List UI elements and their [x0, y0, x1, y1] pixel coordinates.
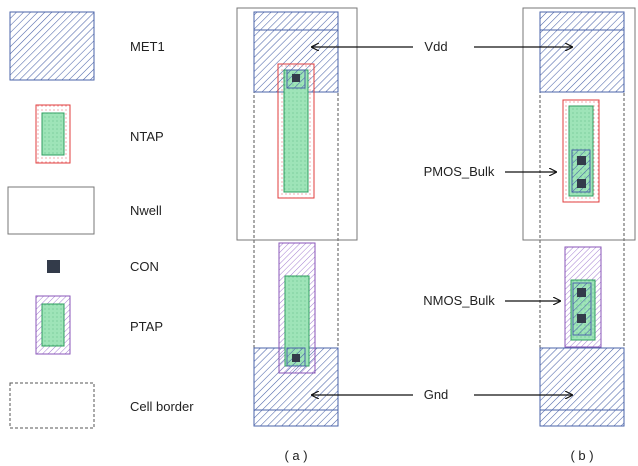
contact-ntap-b-2	[577, 179, 586, 188]
ntap-a	[277, 63, 315, 199]
vdd-label: Vdd	[424, 39, 447, 54]
annotations: Vdd Gnd PMOS_Bulk NMOS_Bulk	[312, 39, 572, 402]
legend-item-con: CON	[47, 259, 159, 274]
legend-label-con: CON	[130, 259, 159, 274]
legend: MET1 NTAP Nwell CON PTAP Cell border	[7, 11, 194, 429]
subfigure-b: ( b )	[522, 7, 636, 463]
pmos-bulk-label: PMOS_Bulk	[424, 164, 495, 179]
nmos-bulk-label: NMOS_Bulk	[423, 293, 495, 308]
met1-gnd-rail-a	[253, 347, 339, 427]
met1-vdd-rail-b	[539, 11, 625, 93]
legend-label-cell-border: Cell border	[130, 399, 194, 414]
contact-ptap-b-1	[577, 288, 586, 297]
contact-ptap-b-2	[577, 314, 586, 323]
legend-item-ptap: PTAP	[35, 295, 163, 355]
legend-item-met1: MET1	[9, 11, 165, 81]
met1-swatch	[9, 11, 95, 81]
ntap-diffusion-texture-a	[284, 70, 308, 192]
contact-swatch	[47, 260, 60, 273]
legend-item-nwell: Nwell	[7, 186, 162, 235]
nwell-a	[236, 7, 358, 241]
nwell-b	[522, 7, 636, 241]
legend-label-nwell: Nwell	[130, 203, 162, 218]
contact-ntap-b-1	[577, 156, 586, 165]
met1-gnd-rail-b	[539, 347, 625, 427]
nwell-swatch	[7, 186, 95, 235]
ptap-diffusion-texture	[42, 304, 64, 346]
legend-label-met1: MET1	[130, 39, 165, 54]
ntap-b	[562, 99, 600, 203]
gnd-label: Gnd	[424, 387, 449, 402]
ptap-a	[278, 242, 316, 374]
legend-label-ntap: NTAP	[130, 129, 164, 144]
caption-a: ( a )	[284, 448, 307, 463]
legend-item-ntap: NTAP	[35, 104, 164, 164]
ntap-diffusion-texture	[42, 113, 64, 155]
legend-label-ptap: PTAP	[130, 319, 163, 334]
caption-b: ( b )	[570, 448, 593, 463]
contact-ntap-a	[292, 74, 300, 82]
ptap-b	[564, 246, 602, 348]
subfigure-a: ( a )	[236, 7, 358, 463]
cell-border-swatch	[9, 382, 95, 429]
legend-item-cell-border: Cell border	[9, 382, 194, 429]
contact-ptap-a	[292, 354, 300, 362]
